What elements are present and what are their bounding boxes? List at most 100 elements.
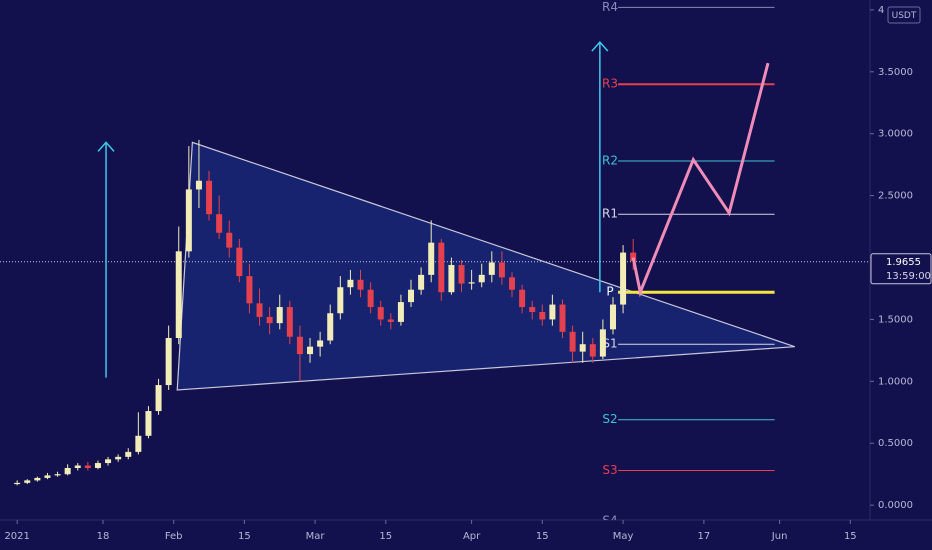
arrow-head: [591, 40, 609, 52]
y-tick-label: 3.0000: [878, 129, 913, 140]
candle-body: [206, 180, 213, 215]
candle-body: [620, 252, 627, 305]
y-tick-label: 0.0000: [878, 500, 913, 511]
candle-body: [458, 264, 465, 284]
projection-path: [631, 62, 770, 298]
candle-body: [84, 465, 91, 468]
x-tick-label: Mar: [306, 531, 326, 542]
plot-area: R4 R3 R2 R1 P S1 S2 S3 S4: [0, 0, 870, 528]
candle-body: [387, 319, 394, 322]
candle-body: [509, 277, 516, 290]
y-tick-label: 1.0000: [878, 376, 913, 387]
candle-body: [24, 480, 31, 483]
x-tick-label: 18: [97, 531, 110, 542]
pivot-label: S2: [602, 412, 617, 426]
candle-body: [408, 289, 415, 303]
y-tick-label: 3.5000: [878, 67, 913, 78]
candle-body: [145, 411, 152, 436]
candle-body: [367, 289, 374, 308]
candle-body: [438, 242, 445, 293]
x-tick-label: 17: [698, 531, 711, 542]
candle-body: [296, 336, 303, 355]
candle-body: [307, 346, 314, 355]
x-tick-label: Feb: [165, 531, 183, 542]
candle-body: [609, 304, 616, 330]
pivot-label: S3: [602, 463, 617, 477]
candle-body: [94, 463, 101, 468]
candle-body: [357, 279, 364, 290]
candle-body: [418, 274, 425, 290]
candle-body: [337, 287, 344, 314]
candle-body: [519, 289, 526, 308]
candle-body: [317, 340, 324, 347]
pivot-label: R4: [602, 0, 618, 14]
candle-body: [236, 247, 243, 277]
candle-body: [397, 302, 404, 322]
candle-body: [54, 474, 61, 476]
x-tick-label: May: [613, 531, 634, 542]
pivot-label: R1: [602, 207, 618, 221]
x-tick-label: Apr: [463, 531, 481, 542]
pivot-label: S4: [602, 514, 617, 528]
candle-body: [185, 189, 192, 252]
currency-badge[interactable]: [887, 6, 921, 24]
arrow-head: [97, 141, 115, 152]
candle-body: [428, 242, 435, 275]
candle-body: [44, 475, 51, 478]
candle-body: [630, 252, 637, 262]
candle-body: [559, 304, 566, 332]
candle-body: [216, 214, 223, 233]
candle-body: [64, 468, 71, 475]
last-price-label: 1.9655: [886, 257, 921, 268]
candle-body: [246, 276, 253, 304]
candle-body: [14, 482, 21, 485]
candle-body: [266, 316, 273, 324]
candle-body: [125, 451, 132, 457]
candle-body: [286, 307, 293, 337]
candle-body: [539, 312, 546, 320]
candle-body: [549, 304, 556, 320]
x-tick-label: 15: [844, 531, 857, 542]
candle-body: [276, 307, 283, 324]
candle-body: [488, 262, 495, 275]
candle-body: [105, 459, 112, 464]
pivot-label: P: [606, 285, 613, 299]
pivot-label: R2: [602, 153, 618, 167]
candle-body: [135, 435, 142, 452]
candle-body: [589, 344, 596, 357]
candle-body: [579, 344, 586, 352]
candle-body: [195, 180, 202, 190]
x-tick-label: Jun: [771, 531, 788, 542]
currency-label: USDT: [892, 11, 917, 21]
y-tick-label: 4: [878, 5, 884, 16]
candle-body: [599, 329, 606, 357]
x-tick-label: 15: [536, 531, 549, 542]
candle-body: [347, 279, 354, 288]
y-tick-label: 1.5000: [878, 314, 913, 325]
last-price-badge: [870, 253, 932, 285]
pivot-label: R3: [602, 77, 618, 91]
candle-body: [569, 331, 576, 352]
candle-body: [74, 465, 81, 468]
candle-body: [34, 477, 41, 481]
pivot-label: S1: [602, 337, 617, 351]
candle-body: [377, 307, 384, 320]
y-tick-label: 0.5000: [878, 438, 913, 449]
candle-body: [468, 282, 475, 284]
candle-body: [155, 385, 162, 412]
x-tick-label: 15: [379, 531, 392, 542]
candle-body: [175, 251, 182, 338]
x-tick-label: 15: [238, 531, 251, 542]
candle-body: [327, 313, 334, 341]
candle-body: [448, 264, 455, 293]
y-tick-label: 2.5000: [878, 191, 913, 202]
candle-body: [165, 338, 172, 386]
candle-body: [256, 303, 263, 317]
candle-body: [226, 232, 233, 248]
countdown-label: 13:59:00: [886, 271, 931, 282]
x-tick-label: 2021: [4, 531, 29, 542]
candle-body: [498, 262, 505, 278]
candle-body: [478, 274, 485, 283]
candle-body: [115, 456, 122, 460]
candle-body: [529, 307, 536, 312]
